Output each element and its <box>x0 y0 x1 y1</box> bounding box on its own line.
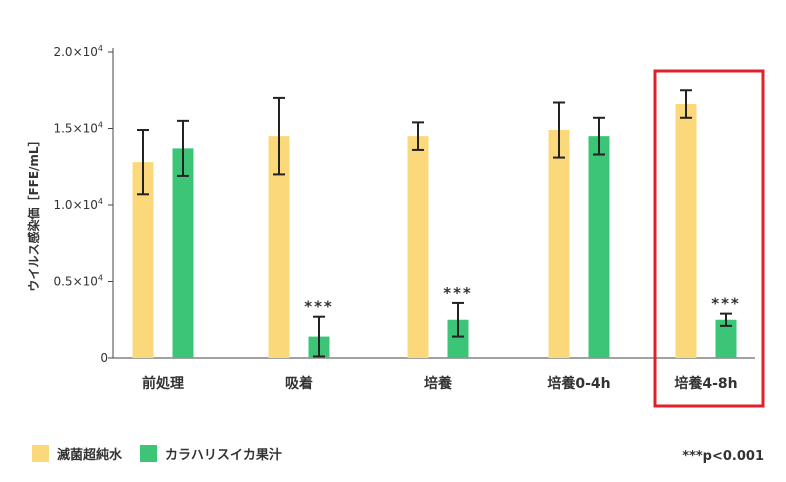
x-tick-label: 前処理 <box>142 375 184 392</box>
bar-chart: 0 0.5×104 1.0×104 1.5×104 2.0×104 ウイルス感染価［FFE… <box>26 44 765 408</box>
y-tick-label: 0.5×104 <box>53 274 103 289</box>
legend-label-extract: カラハリスイカ果汁 <box>165 448 282 463</box>
significance-marker: *** <box>443 284 473 302</box>
bar <box>447 319 469 358</box>
legend-swatch-water <box>32 445 49 462</box>
y-tick-label: 0 <box>100 351 108 365</box>
legend-item-water: 滅菌超純水 <box>32 444 122 463</box>
bar <box>715 319 737 358</box>
y-tick-label: 1.0×104 <box>53 197 103 212</box>
significance-marker: *** <box>304 298 334 316</box>
y-axis-title: ウイルス感染価［FFE/mL］ <box>26 134 41 291</box>
x-tick-label: 培養4-8h <box>674 375 737 392</box>
bar <box>268 136 290 358</box>
legend-label-water: 滅菌超純水 <box>57 448 123 463</box>
bar <box>132 162 154 358</box>
significance-note: ***p<0.001 <box>682 449 764 464</box>
legend-item-extract: カラハリスイカ果汁 <box>140 444 282 463</box>
y-tick-label: 2.0×104 <box>53 44 103 59</box>
bar <box>548 130 570 358</box>
bar <box>172 148 194 358</box>
legend: 滅菌超純水 カラハリスイカ果汁 <box>32 444 300 463</box>
x-tick-label: 培養0-4h <box>547 375 610 392</box>
y-tick-label: 1.5×104 <box>53 121 103 136</box>
x-tick-label: 培養 <box>424 375 452 392</box>
legend-swatch-extract <box>140 445 158 462</box>
significance-marker: *** <box>711 295 741 313</box>
bar <box>675 104 697 359</box>
highlight-box <box>653 69 765 408</box>
bar <box>588 136 610 358</box>
x-tick-label: 吸着 <box>285 375 313 392</box>
bar <box>407 136 429 358</box>
